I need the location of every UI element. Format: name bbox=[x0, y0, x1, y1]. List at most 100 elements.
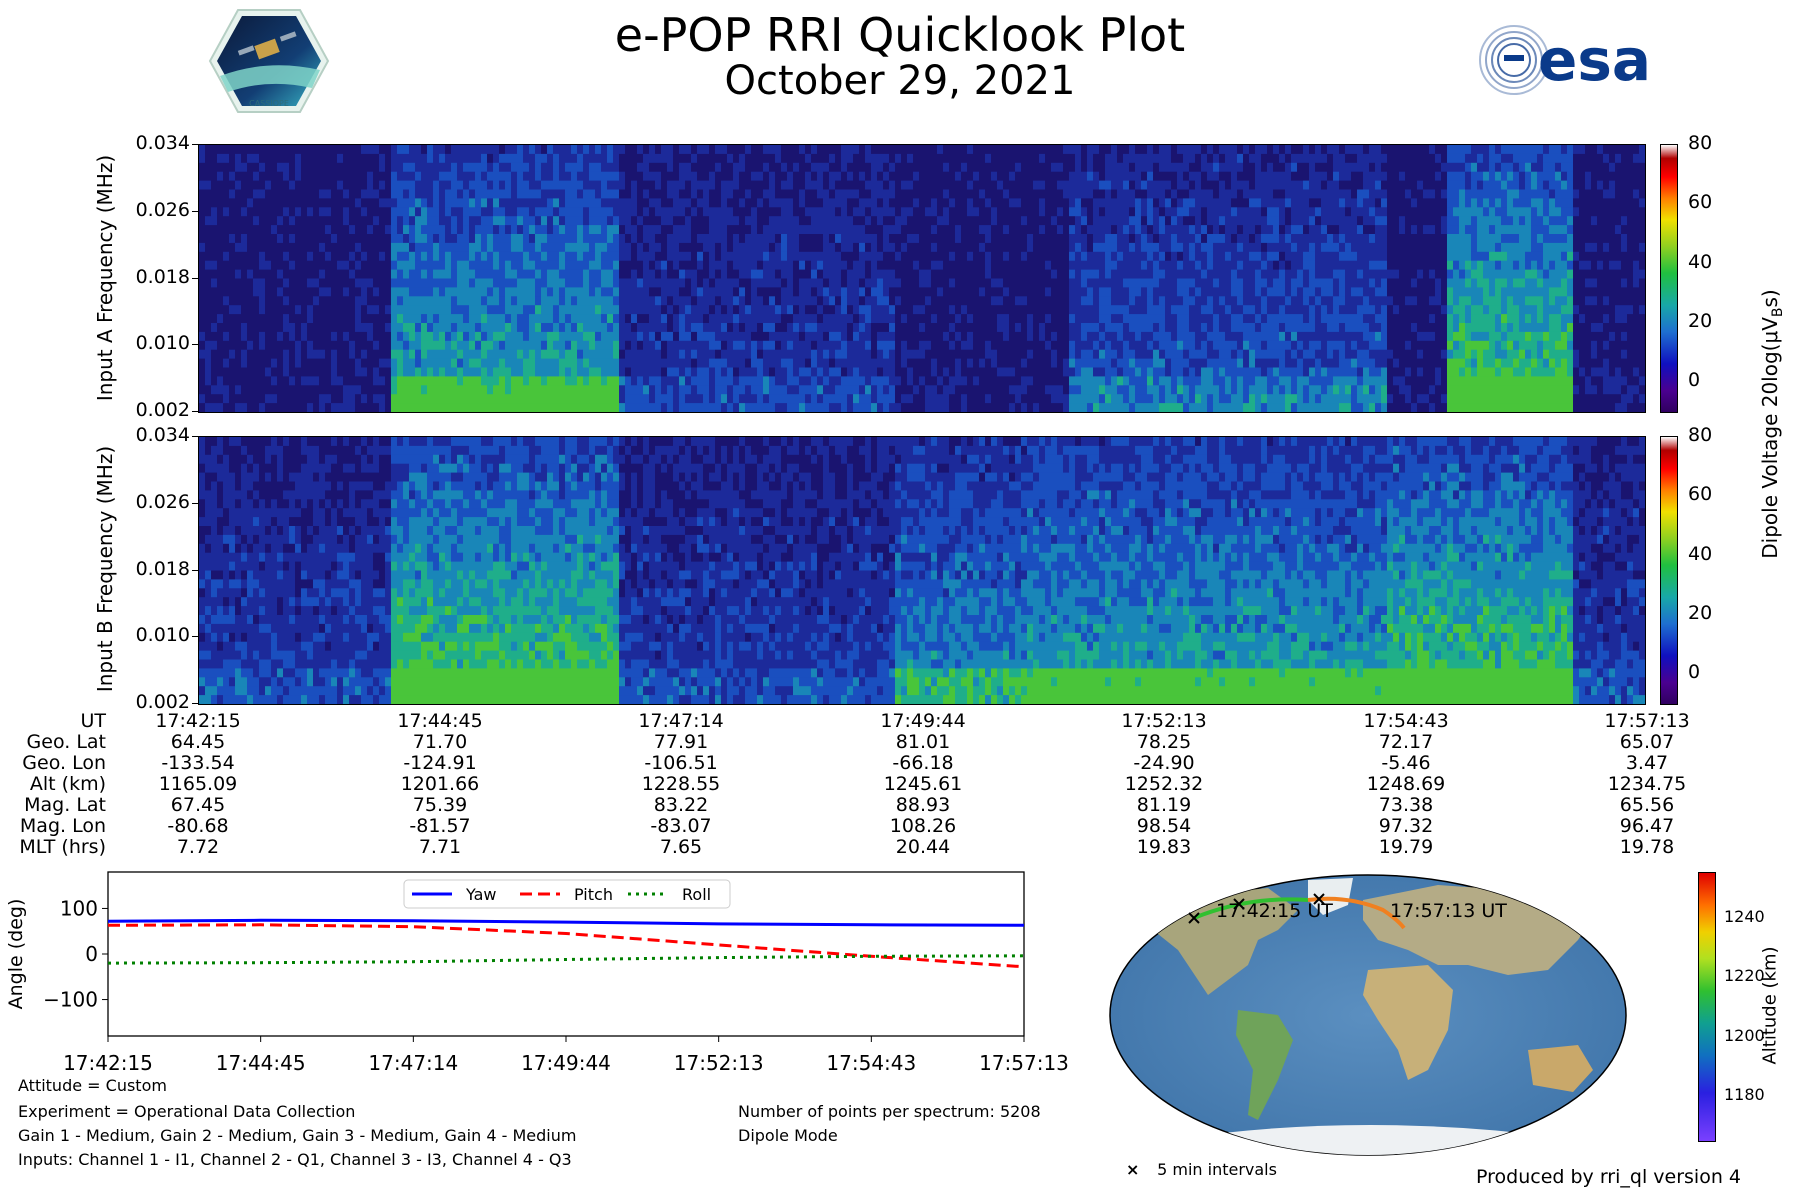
tick-label: 0.010 bbox=[135, 332, 190, 355]
ephemeris-cell: 71.70 bbox=[412, 731, 468, 753]
ephemeris-row-label: MLT (hrs) bbox=[19, 836, 106, 858]
ephemeris-cell: -81.57 bbox=[409, 815, 471, 837]
ephemeris-cell: -83.07 bbox=[650, 815, 712, 837]
ephemeris-cell: 17:57:13 bbox=[1604, 710, 1690, 732]
legend-label-roll: Roll bbox=[682, 885, 711, 904]
colorbar-tick-label: 60 bbox=[1688, 191, 1713, 214]
colorbar-tick-label: 0 bbox=[1688, 369, 1701, 392]
ephemeris-cell: -106.51 bbox=[644, 752, 718, 774]
x-tick-label: 17:54:43 bbox=[826, 1051, 916, 1075]
ephemeris-row-label: Geo. Lon bbox=[22, 752, 106, 774]
interval-markers bbox=[1188, 893, 1325, 924]
ephemeris-cell: 1165.09 bbox=[158, 773, 238, 795]
series-line-roll bbox=[107, 954, 1025, 965]
attitude-info: Attitude = Custom bbox=[18, 1076, 167, 1095]
tick-label: 0.002 bbox=[135, 399, 190, 421]
points-info: Number of points per spectrum: 5208 bbox=[738, 1102, 1041, 1121]
spectrogram-input-b bbox=[198, 436, 1646, 705]
ephemeris-cell: 88.93 bbox=[895, 794, 951, 816]
colorbar-b bbox=[1660, 436, 1678, 705]
ephemeris-cell: 1201.66 bbox=[400, 773, 480, 795]
tick-label: 0.018 bbox=[135, 557, 190, 580]
ephemeris-cell: 20.44 bbox=[895, 836, 951, 858]
tick-mark bbox=[192, 436, 198, 437]
x-tick-label: 17:47:14 bbox=[368, 1051, 458, 1075]
tick-mark bbox=[192, 344, 198, 346]
colorbar-tick-label: 60 bbox=[1688, 483, 1713, 506]
tick-label: 0.010 bbox=[135, 624, 190, 647]
tick-mark bbox=[192, 411, 198, 412]
north-america bbox=[1153, 888, 1298, 995]
ephemeris-cell: 97.32 bbox=[1378, 815, 1434, 837]
ephemeris-cell: 1228.55 bbox=[641, 773, 721, 795]
ephemeris-cell: 75.39 bbox=[412, 794, 468, 816]
ephemeris-cell: 1234.75 bbox=[1607, 773, 1687, 795]
tick-label: 0.026 bbox=[135, 198, 190, 221]
ephemeris-cell: -66.18 bbox=[892, 752, 954, 774]
ephemeris-cell: 65.07 bbox=[1619, 731, 1675, 753]
ephemeris-cell: 17:44:45 bbox=[397, 710, 483, 732]
orbit-track-green bbox=[1193, 897, 1309, 920]
tick-label: 0.034 bbox=[135, 424, 190, 446]
ephemeris-cell: -133.54 bbox=[161, 752, 235, 774]
ephemeris-row-label: Mag. Lat bbox=[24, 794, 106, 816]
map-legend-label: 5 min intervals bbox=[1157, 1160, 1277, 1179]
altitude-tick-label: 1200 bbox=[1724, 1025, 1765, 1045]
ephemeris-row-label: Alt (km) bbox=[29, 773, 106, 795]
colorbar-label: Dipole Voltage 20log(μVBs) bbox=[1758, 289, 1786, 559]
ephemeris-cell: -124.91 bbox=[403, 752, 477, 774]
x-tick-label: 17:57:13 bbox=[979, 1051, 1069, 1075]
ephemeris-cell: 98.54 bbox=[1136, 815, 1192, 837]
altitude-tick-label: 1220 bbox=[1724, 966, 1765, 986]
ephemeris-cell: -80.68 bbox=[167, 815, 229, 837]
ephemeris-cell: 17:47:14 bbox=[638, 710, 724, 732]
ephemeris-cell: 81.19 bbox=[1136, 794, 1192, 816]
y-axis-label: Angle (deg) bbox=[5, 899, 27, 1010]
greenland bbox=[1308, 878, 1353, 915]
ephemeris-cell: 65.56 bbox=[1619, 794, 1675, 816]
ephemeris-cell: 67.45 bbox=[170, 794, 226, 816]
ephemeris-cell: 78.25 bbox=[1136, 731, 1192, 753]
ephemeris-cell: 72.17 bbox=[1378, 731, 1434, 753]
attitude-chart: 100 0 −100 17:42:15 17:44:45 17:47:14 17:49:44… bbox=[5, 871, 1069, 1075]
ephemeris-cell: 77.91 bbox=[653, 731, 709, 753]
altitude-label: Altitude (km) bbox=[1759, 946, 1781, 1065]
cassiope-logo: CASSIOPE bbox=[208, 9, 330, 113]
ephemeris-cell: 1245.61 bbox=[883, 773, 963, 795]
plot-date: October 29, 2021 bbox=[724, 58, 1076, 104]
africa bbox=[1363, 965, 1453, 1080]
map-legend: × 5 min intervals bbox=[1126, 1160, 1277, 1179]
experiment-info: Experiment = Operational Data Collection bbox=[18, 1102, 356, 1121]
colorbar-tick-label: 40 bbox=[1688, 250, 1713, 273]
tick-mark bbox=[192, 703, 198, 704]
colorbar-a bbox=[1660, 144, 1678, 413]
ephemeris-cell: 17:42:15 bbox=[155, 710, 241, 732]
altitude-colorbar bbox=[1698, 872, 1716, 1142]
ephemeris-cell: 17:54:43 bbox=[1363, 710, 1449, 732]
map-end-label: 17:57:13 UT bbox=[1390, 900, 1507, 922]
x-tick-label: 17:52:13 bbox=[674, 1051, 764, 1075]
ephemeris-cell: 1248.69 bbox=[1366, 773, 1446, 795]
australia bbox=[1528, 1045, 1593, 1092]
gain-info: Gain 1 - Medium, Gain 2 - Medium, Gain 3… bbox=[18, 1126, 577, 1145]
ephemeris-cell: 73.38 bbox=[1378, 794, 1434, 816]
tick-label: 0.018 bbox=[135, 265, 190, 288]
ephemeris-cell: 96.47 bbox=[1619, 815, 1675, 837]
ephemeris-cell: 1252.32 bbox=[1124, 773, 1204, 795]
ephemeris-cell: 81.01 bbox=[895, 731, 951, 753]
tick-mark bbox=[192, 636, 198, 638]
orbit-track-orange bbox=[1307, 896, 1406, 930]
x-tick-label: 17:49:44 bbox=[521, 1051, 611, 1075]
ephemeris-cell: 7.71 bbox=[418, 836, 462, 858]
tick-label: 0.034 bbox=[135, 132, 190, 154]
plot-title: e-POP RRI Quicklook Plot bbox=[614, 8, 1186, 62]
ephemeris-row-label: UT bbox=[80, 710, 106, 732]
colorbar-tick-label: 80 bbox=[1688, 424, 1713, 446]
world-map: 17:42:15 UT 17:57:13 UT bbox=[1109, 874, 1627, 1156]
tick-label: 0.002 bbox=[135, 691, 190, 713]
colorbar-tick-label: 40 bbox=[1688, 542, 1713, 565]
tick-mark bbox=[192, 144, 198, 145]
cassiope-logo-text: CASSIOPE bbox=[249, 99, 289, 108]
series-line-yaw bbox=[107, 918, 1025, 927]
produced-by: Produced by rri_ql version 4 bbox=[1476, 1166, 1741, 1188]
